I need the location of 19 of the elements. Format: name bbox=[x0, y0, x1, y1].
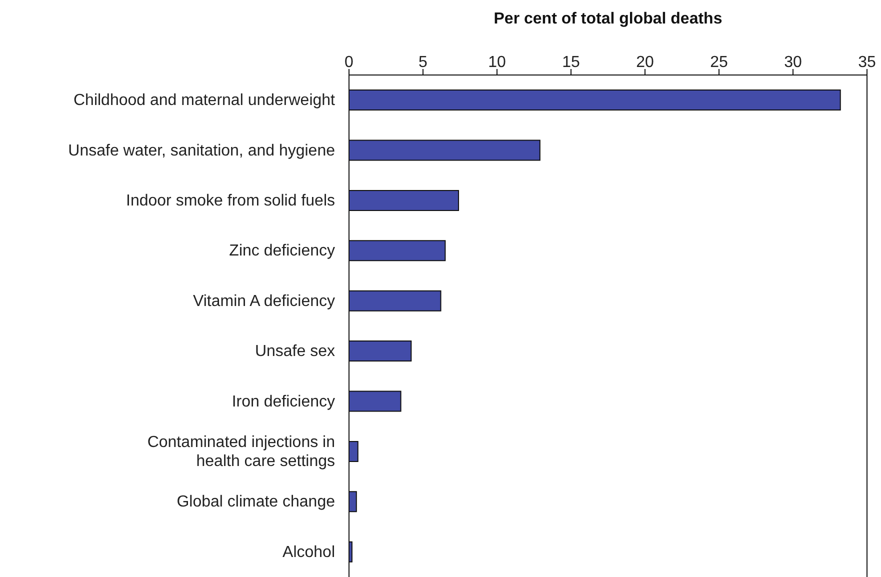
x-tick-label: 20 bbox=[636, 54, 654, 71]
x-tick-label: 5 bbox=[418, 54, 428, 71]
y-tick-label: Childhood and maternal underweight bbox=[73, 92, 336, 109]
x-axis-title: Per cent of total global deaths bbox=[494, 10, 722, 28]
y-tick-label: Contaminated injections in health care settings bbox=[147, 434, 335, 470]
x-tick-label: 35 bbox=[858, 54, 876, 71]
x-tick-label: 30 bbox=[784, 54, 802, 71]
y-tick-label: Zinc deficiency bbox=[229, 242, 335, 260]
x-tick-label: 15 bbox=[562, 54, 580, 71]
y-tick-label: Alcohol bbox=[282, 543, 335, 560]
y-tick-label: Unsafe water, sanitation, and hygiene bbox=[68, 142, 336, 159]
y-tick-label: Unsafe sex bbox=[254, 342, 335, 360]
x-tick-label: 0 bbox=[344, 54, 354, 71]
x-tick-label: 10 bbox=[488, 54, 506, 71]
y-tick-label: Indoor smoke from solid fuels bbox=[126, 192, 335, 209]
x-tick-label: 25 bbox=[710, 54, 728, 71]
y-tick-label: Vitamin A deficiency bbox=[192, 292, 335, 310]
y-tick-label: Global climate change bbox=[176, 493, 336, 510]
y-tick-label: Iron deficiency bbox=[232, 392, 335, 410]
